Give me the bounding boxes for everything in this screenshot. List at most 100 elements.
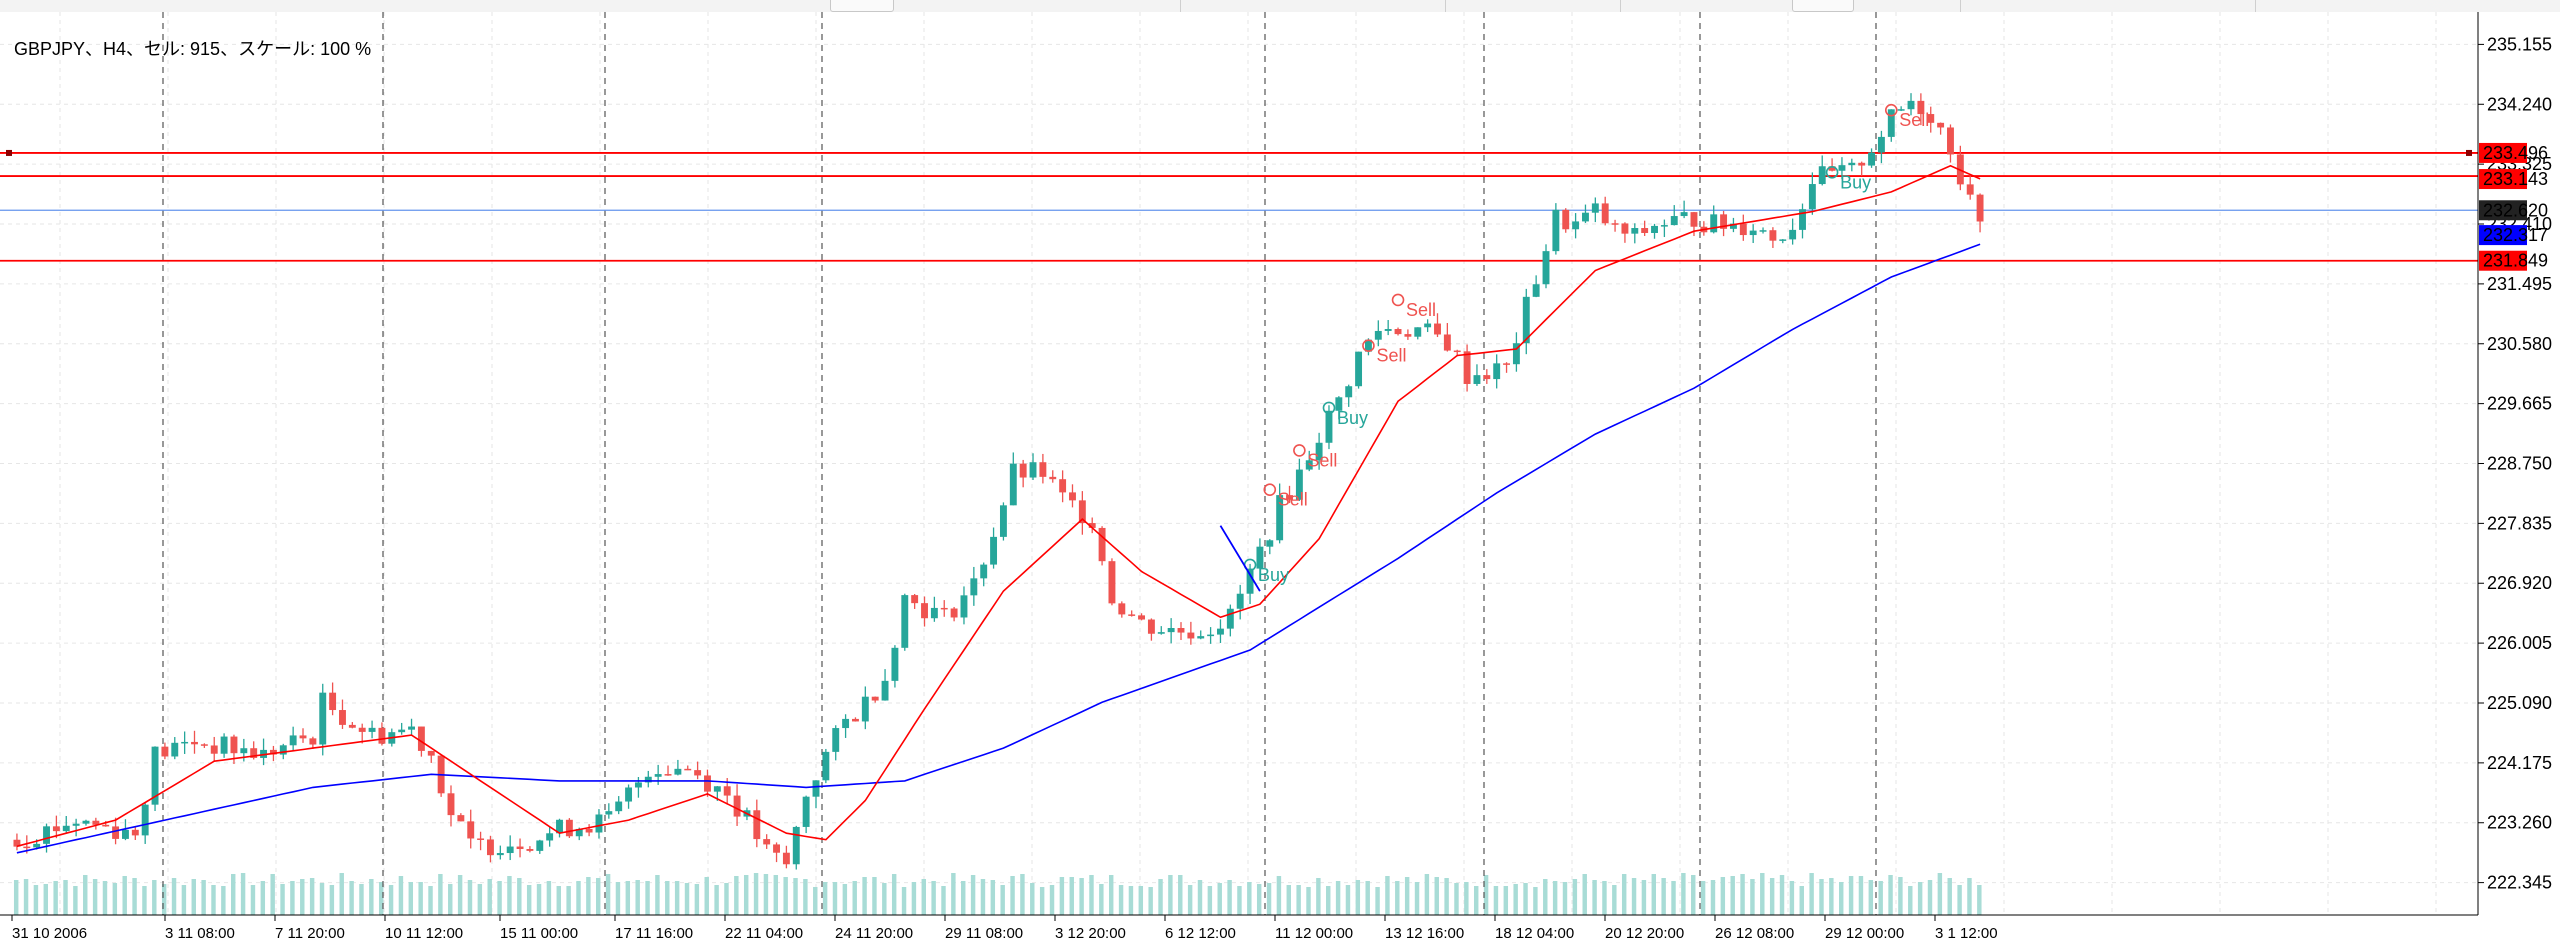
- volume-bar: [1533, 887, 1538, 915]
- candle-body: [1601, 203, 1609, 224]
- candle-body: [1345, 386, 1353, 398]
- time-tick-label: 24 11 20:00: [835, 925, 913, 942]
- price-chart[interactable]: Buy Sell Sell Buy Sell Sell Buy Sell 235.155 234…: [0, 12, 2560, 945]
- volume-bar: [1335, 881, 1341, 915]
- candle-body: [792, 826, 800, 865]
- volume-bar: [1552, 881, 1558, 915]
- candle-body: [1749, 230, 1757, 236]
- volume-bar: [428, 886, 433, 915]
- volume-bar: [73, 886, 78, 915]
- volume-bar: [1444, 878, 1449, 915]
- level-line-handle[interactable]: [2466, 149, 2472, 156]
- candle-body: [1680, 212, 1688, 217]
- candle-body: [1611, 223, 1619, 225]
- candle-body: [1769, 230, 1777, 241]
- toolbar-button[interactable]: [1792, 0, 1854, 12]
- slow-moving-average-line: [16, 243, 1981, 854]
- toolbar-button[interactable]: [830, 0, 894, 12]
- volume-bar: [526, 885, 532, 915]
- candle-body: [1078, 500, 1086, 524]
- candle-body: [417, 726, 425, 751]
- candle-body: [1059, 479, 1067, 493]
- candle-body: [151, 746, 159, 805]
- volume-bar: [112, 883, 118, 915]
- candle-body: [368, 727, 376, 732]
- level-line-handle[interactable]: [6, 149, 12, 156]
- candle-body: [1305, 460, 1313, 470]
- candle-body: [654, 774, 662, 777]
- time-axis: 31 10 2006 3 11 08:00 7 11 20:00 10 11 12:0…: [11, 915, 1998, 942]
- candle-body: [319, 692, 327, 745]
- volume-bar: [1829, 878, 1834, 915]
- candle-body: [1009, 463, 1017, 506]
- candle-body: [13, 839, 21, 847]
- candle-body: [181, 741, 189, 744]
- volume-bar: [1247, 882, 1252, 915]
- volume-bar: [1779, 875, 1785, 915]
- volume-bar: [1030, 883, 1035, 915]
- volume-bar: [990, 880, 996, 915]
- volume-bar: [763, 874, 769, 915]
- day-separators: [162, 12, 1877, 915]
- candle-body: [1917, 100, 1925, 115]
- volume-bar: [1651, 874, 1657, 915]
- volume-bar: [1700, 881, 1706, 915]
- volume-bar: [1158, 879, 1163, 915]
- volume-bar: [339, 873, 344, 915]
- volume-bar: [1454, 883, 1459, 915]
- candle-body: [1138, 615, 1145, 620]
- candle-body: [901, 595, 909, 648]
- time-tick-label: 3 12 20:00: [1055, 925, 1126, 942]
- bid-price-label-background: [2479, 200, 2527, 221]
- candle-body: [210, 745, 218, 754]
- volume-bar: [1424, 874, 1430, 915]
- buy-signal-label: Buy: [1840, 172, 1871, 192]
- volume-bar: [378, 882, 384, 915]
- volume-bar: [714, 885, 719, 915]
- volume-bar: [615, 882, 621, 915]
- volume-bar: [1838, 882, 1844, 915]
- candle-body: [1858, 162, 1866, 166]
- time-tick-label: 29 12 00:00: [1825, 925, 1904, 942]
- volume-bar: [1227, 880, 1232, 915]
- candle-body: [1355, 351, 1363, 387]
- candle-body: [1246, 568, 1254, 594]
- volume-bar: [1572, 879, 1578, 915]
- candle-body: [1710, 214, 1718, 233]
- candle-body: [940, 607, 948, 610]
- volume-bar: [931, 881, 936, 915]
- candle-body: [575, 828, 583, 837]
- candle-body: [1315, 442, 1323, 461]
- time-tick-label: 13 12 16:00: [1385, 925, 1464, 942]
- candle-body: [1562, 209, 1570, 230]
- candle-body: [1503, 363, 1511, 365]
- horizontal-levels[interactable]: [0, 149, 2478, 262]
- ma-price-label: 232.317: [2483, 225, 2548, 245]
- volume-bar: [1710, 880, 1716, 915]
- volume-bar: [1730, 876, 1735, 915]
- candle-body: [102, 824, 110, 827]
- volume-bar: [369, 879, 374, 915]
- volume-bar: [605, 874, 611, 915]
- volume-bar: [1868, 880, 1874, 915]
- volume-bar: [1197, 880, 1203, 915]
- candle-body: [871, 696, 879, 701]
- volume-bar: [1878, 881, 1883, 915]
- volume-bar: [349, 881, 354, 915]
- candle-body: [52, 826, 60, 832]
- volume-bar: [1020, 874, 1025, 915]
- volume-bar: [171, 878, 177, 915]
- candle-body: [842, 718, 850, 729]
- candle-body: [467, 821, 475, 839]
- volume-bar: [951, 873, 956, 915]
- candle-body: [1739, 223, 1747, 236]
- candle-body: [171, 742, 179, 757]
- sell-signal-label: Sell: [1278, 490, 1308, 510]
- candle-body: [1098, 527, 1106, 562]
- volume-bar: [961, 881, 966, 915]
- candle-body: [664, 774, 672, 776]
- volume-bar: [1118, 885, 1124, 915]
- volume-bar: [309, 878, 315, 915]
- volume-bar: [882, 883, 887, 915]
- volume-bar: [1404, 877, 1410, 915]
